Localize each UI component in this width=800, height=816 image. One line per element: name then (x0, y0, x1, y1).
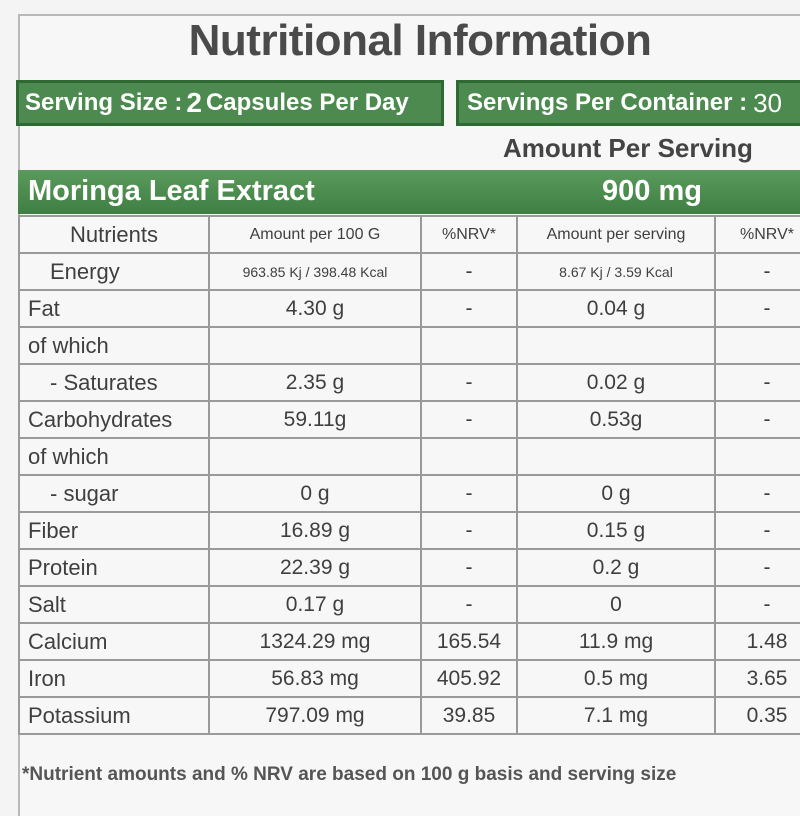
nrv-per-100g (420, 437, 518, 476)
amount-per-serving-heading: Amount Per Serving (503, 133, 753, 163)
nutrient-name: Fat (18, 289, 210, 328)
amount-per-100g: 1324.29 mg (208, 622, 422, 661)
nrv-per-serving (714, 326, 800, 365)
nrv-per-100g: 39.85 (420, 696, 518, 735)
nrv-per-serving: - (714, 289, 800, 328)
amount-per-serving: 0.53g (516, 400, 716, 439)
amount-per-100g: 2.35 g (208, 363, 422, 402)
serving-size-label: Serving Size : (25, 89, 183, 116)
footnote: *Nutrient amounts and % NRV are based on… (22, 764, 677, 785)
amount-per-100g: 0.17 g (208, 585, 422, 624)
nrv-per-100g: - (420, 252, 518, 291)
table-row: Salt 0.17 g-0- (18, 585, 800, 624)
amount-per-serving: 11.9 mg (516, 622, 716, 661)
amount-per-100g: 22.39 g (208, 548, 422, 587)
nrv-per-100g (420, 326, 518, 365)
serving-size-badge: Serving Size : 2 Capsules Per Day (16, 80, 444, 126)
table-row: Energy 963.85 Kj / 398.48 Kcal -8.67 Kj / … (18, 252, 800, 291)
servings-per-container-badge: Servings Per Container : 30 (456, 80, 800, 126)
header-nrv-100g: %NRV* (420, 215, 518, 254)
table-header-row: Nutrients Amount per 100 G %NRV* Amount … (18, 215, 800, 254)
nutrient-name: of which (18, 437, 210, 476)
nutrient-name: of which (18, 326, 210, 365)
table-row: Protein 22.39 g -0.2 g- (18, 548, 800, 587)
amount-per-100g: 963.85 Kj / 398.48 Kcal (208, 252, 422, 291)
header-nrv-serving: %NRV* (714, 215, 800, 254)
amount-per-serving: 0.15 g (516, 511, 716, 550)
nrv-per-100g: - (420, 548, 518, 587)
nutrient-name: - sugar (18, 474, 210, 513)
page-title: Nutritional Information (188, 16, 652, 65)
header-amount-serving: Amount per serving (516, 215, 716, 254)
amount-per-serving: 8.67 Kj / 3.59 Kcal (516, 252, 716, 291)
nrv-per-100g: 405.92 (420, 659, 518, 698)
nutrient-name: Salt (18, 585, 210, 624)
nrv-per-serving: - (714, 252, 800, 291)
nrv-per-100g: 165.54 (420, 622, 518, 661)
nutrient-name: Carbohydrates (18, 400, 210, 439)
nrv-per-serving: 1.48 (714, 622, 800, 661)
table-row: - Saturates 2.35 g -0.02 g- (18, 363, 800, 402)
amount-per-serving: 0.02 g (516, 363, 716, 402)
nutrient-name: Protein (18, 548, 210, 587)
amount-per-100g: 4.30 g (208, 289, 422, 328)
header-nutrients: Nutrients (18, 215, 210, 254)
amount-per-100g: 59.11g (208, 400, 422, 439)
amount-per-serving: 0 (516, 585, 716, 624)
amount-per-serving (516, 437, 716, 476)
nrv-per-serving: - (714, 548, 800, 587)
amount-per-serving: 7.1 mg (516, 696, 716, 735)
table-row: Calcium 1324.29 mg 165.54 11.9 mg 1.48 (18, 622, 800, 661)
nrv-per-serving: - (714, 474, 800, 513)
nrv-per-serving: - (714, 511, 800, 550)
table-row: of which (18, 326, 800, 365)
table-row: Iron 56.83 mg 405.92 0.5 mg 3.65 (18, 659, 800, 698)
extract-amount: 900 mg (602, 175, 702, 207)
extract-bar: Moringa Leaf Extract 900 mg (18, 170, 800, 214)
amount-per-100g (208, 326, 422, 365)
nutrient-name: - Saturates (18, 363, 210, 402)
serving-size-unit: Capsules Per Day (205, 89, 409, 116)
amount-per-serving (516, 326, 716, 365)
nrv-per-serving: - (714, 363, 800, 402)
table-row: Potassium 797.09 mg 39.85 7.1 mg 0.35 (18, 696, 800, 735)
table-row: - sugar 0 g-0 g- (18, 474, 800, 513)
table-row: Fiber 16.89 g -0.15 g- (18, 511, 800, 550)
amount-per-100g (208, 437, 422, 476)
nrv-per-100g: - (420, 363, 518, 402)
table-row: Carbohydrates 59.11g -0.53g - (18, 400, 800, 439)
nutrient-name: Potassium (18, 696, 210, 735)
nutrient-name: Energy (18, 252, 210, 291)
nrv-per-serving: - (714, 585, 800, 624)
nrv-per-100g: - (420, 474, 518, 513)
amount-per-100g: 0 g (208, 474, 422, 513)
nrv-per-100g: - (420, 400, 518, 439)
nutrient-name: Calcium (18, 622, 210, 661)
amount-per-100g: 16.89 g (208, 511, 422, 550)
servings-per-container-value: 30 (753, 87, 782, 118)
nutrient-name: Fiber (18, 511, 210, 550)
nrv-per-serving: 3.65 (714, 659, 800, 698)
serving-size-number: 2 (186, 87, 202, 118)
header-amount-100g: Amount per 100 G (208, 215, 422, 254)
table-row: of which (18, 437, 800, 476)
nutrition-table: Nutrients Amount per 100 G %NRV* Amount … (18, 215, 800, 735)
amount-per-serving: 0.5 mg (516, 659, 716, 698)
nrv-per-serving: 0.35 (714, 696, 800, 735)
nrv-per-100g: - (420, 511, 518, 550)
extract-name: Moringa Leaf Extract (28, 175, 315, 207)
amount-per-serving: 0.04 g (516, 289, 716, 328)
nrv-per-100g: - (420, 289, 518, 328)
nrv-per-serving (714, 437, 800, 476)
nrv-per-100g: - (420, 585, 518, 624)
amount-per-serving: 0 g (516, 474, 716, 513)
servings-per-container-label: Servings Per Container : (467, 89, 748, 116)
amount-per-100g: 56.83 mg (208, 659, 422, 698)
amount-per-100g: 797.09 mg (208, 696, 422, 735)
nutrient-name: Iron (18, 659, 210, 698)
nrv-per-serving: - (714, 400, 800, 439)
amount-per-serving: 0.2 g (516, 548, 716, 587)
table-row: Fat 4.30 g -0.04 g- (18, 289, 800, 328)
